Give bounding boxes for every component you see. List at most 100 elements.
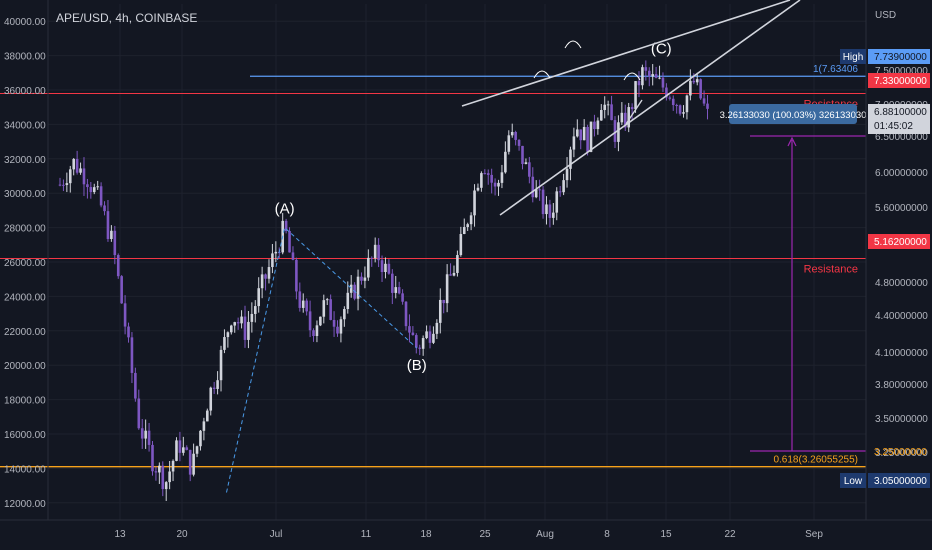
candle-body (408, 326, 411, 333)
candle-body (367, 257, 370, 278)
candle-body (555, 191, 559, 213)
candle-body (442, 299, 446, 304)
candle-body (397, 287, 401, 294)
grid (48, 4, 866, 520)
x-axis-tick: 22 (724, 529, 736, 540)
candle-body (243, 316, 247, 340)
candle-body (562, 180, 565, 193)
candle-body (545, 204, 548, 215)
candle-body (373, 244, 377, 259)
candle-body (538, 189, 541, 191)
candle-body (541, 189, 545, 215)
measure-arrowhead (787, 136, 797, 147)
side-label: High (843, 52, 864, 63)
candle-body (339, 319, 343, 334)
candle-body (391, 273, 394, 293)
x-axis-tick: Jul (270, 529, 283, 540)
candle-body (627, 107, 631, 128)
candle-body (106, 211, 110, 239)
candle-body (644, 67, 648, 71)
candle-body (435, 322, 439, 334)
candle-body (212, 387, 216, 389)
candle-body (182, 447, 185, 453)
candle-body (534, 189, 538, 198)
candle-body (466, 224, 469, 228)
peak-arc (564, 40, 582, 49)
right-axis-tick: 4.80000000 (875, 278, 928, 289)
candle-body (103, 205, 106, 212)
candle-body (682, 112, 685, 114)
candle-body (301, 300, 305, 308)
candle-body (168, 471, 171, 483)
candle-body (264, 274, 267, 279)
candle-body (380, 260, 384, 273)
price-tag: 7.33000000 (874, 76, 927, 87)
left-axis-tick: 26000.00 (4, 258, 46, 269)
candle-body (668, 97, 672, 99)
x-axis-tick: 20 (176, 529, 188, 540)
price-tag-box (868, 73, 930, 88)
candle-body (517, 139, 521, 146)
candle-body (685, 95, 689, 113)
candle-body (476, 187, 480, 191)
candle-body (236, 322, 240, 324)
candle-body (62, 184, 65, 186)
candle-body (229, 325, 233, 333)
candle-body (490, 174, 493, 183)
candle-body (692, 80, 696, 83)
left-axis-tick: 16000.00 (4, 430, 46, 441)
x-axis-tick: 18 (420, 529, 432, 540)
candle-body (305, 300, 308, 312)
candle-body (250, 313, 254, 322)
candle-body (613, 120, 617, 142)
candle-body (438, 299, 442, 323)
right-axis-tick: 6.00000000 (875, 168, 928, 179)
left-axis-tick: 40000.00 (4, 17, 46, 28)
candle-body (99, 186, 103, 206)
x-axis-tick: 13 (114, 529, 126, 540)
candle-body (192, 453, 195, 475)
candle-body (593, 121, 596, 130)
right-axis-tick: 3.25000000 (875, 448, 928, 459)
candle-body (315, 325, 319, 337)
candle-body (92, 187, 96, 193)
candle-body (665, 87, 668, 98)
candle-body (329, 299, 332, 320)
wedge-upper-line (461, 0, 791, 107)
fib-label: 1(7.63406 (813, 64, 858, 75)
candle-body (360, 276, 363, 281)
candle-body (486, 173, 490, 175)
candle-body (140, 428, 144, 439)
candle-body (689, 80, 692, 96)
candle-body (253, 306, 257, 314)
candle-body (548, 204, 552, 218)
candle-body (569, 149, 572, 169)
x-axis-tick: 25 (479, 529, 491, 540)
candle-body (528, 162, 531, 177)
candle-body (432, 333, 435, 343)
candle-body (637, 81, 641, 86)
candle-body (576, 129, 579, 137)
candle-body (89, 187, 93, 193)
wave-label: (B) (407, 357, 427, 374)
candle-body (462, 227, 466, 234)
candle-body (610, 104, 613, 121)
left-axis-tick: 22000.00 (4, 327, 46, 338)
candle-body (452, 272, 456, 276)
candle-body (72, 158, 76, 170)
right-axis-unit: USD (875, 10, 896, 21)
candle-body (116, 255, 120, 277)
candle-body (483, 173, 487, 175)
candle-body (384, 263, 387, 273)
candle-body (274, 251, 278, 254)
candle-body (497, 182, 500, 187)
candle-body (363, 277, 367, 281)
candle-body (606, 104, 610, 106)
x-axis-tick: Aug (536, 529, 554, 540)
candle-body (96, 186, 99, 188)
left-axis-tick: 36000.00 (4, 86, 46, 97)
candle-body (377, 244, 380, 261)
candle-body (216, 380, 219, 389)
